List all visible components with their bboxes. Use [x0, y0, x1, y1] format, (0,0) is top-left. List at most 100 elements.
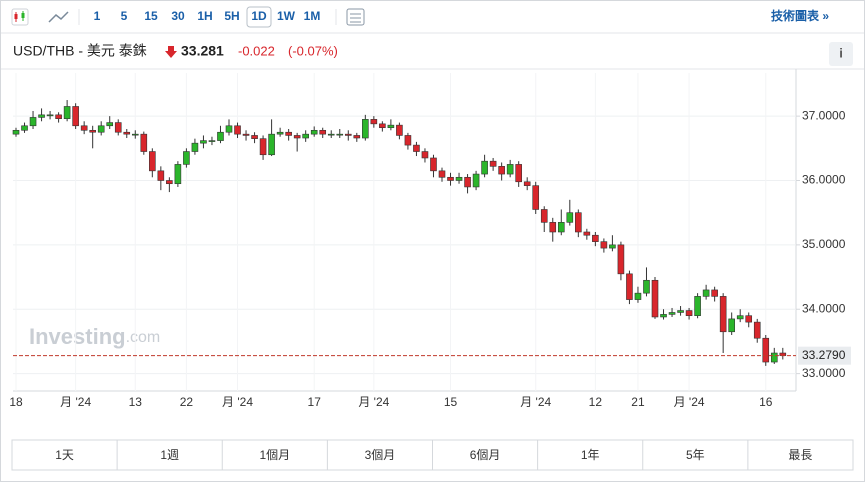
x-tick-label: 22	[180, 395, 194, 409]
candle-body	[609, 244, 616, 249]
candle-body	[55, 114, 62, 120]
range-button[interactable]: 1天	[55, 448, 74, 462]
interval-button[interactable]: 1H	[197, 9, 212, 23]
candle-body	[745, 315, 753, 323]
candle-body	[234, 125, 241, 135]
candle-body	[481, 160, 488, 175]
range-button[interactable]: 3個月	[365, 448, 396, 462]
candle-body	[506, 164, 514, 175]
candle-body	[396, 124, 403, 136]
price: 33.281	[181, 43, 224, 59]
candle-body	[89, 129, 96, 133]
range-button[interactable]: 最長	[788, 448, 812, 462]
info-button[interactable]	[829, 42, 853, 66]
interval-button[interactable]: 30	[171, 9, 185, 23]
interval-button[interactable]: 15	[144, 9, 158, 23]
x-tick-label: 月 '24	[358, 395, 389, 409]
down-arrow	[165, 46, 177, 58]
y-tick-label: 36.0000	[802, 173, 846, 187]
range-button[interactable]: 6個月	[470, 448, 501, 462]
candle-body	[183, 151, 190, 165]
interval-button[interactable]: 5H	[224, 9, 239, 23]
candle-body	[327, 133, 335, 136]
candle-body	[80, 125, 88, 131]
table-icon[interactable]	[346, 8, 365, 26]
change-pct: (-0.07%)	[288, 43, 338, 58]
candle-body	[131, 133, 139, 136]
candle-body	[472, 173, 480, 188]
icon-frame	[346, 8, 365, 26]
x-tick-label: 16	[759, 395, 773, 409]
candle-body	[97, 125, 105, 133]
watermark-brand: Investing	[29, 324, 126, 349]
candle-body	[668, 312, 676, 315]
candle-icon[interactable]	[11, 8, 29, 26]
interval-button[interactable]: 1M	[304, 9, 321, 23]
candle-body	[583, 231, 591, 236]
candle-body	[251, 135, 258, 139]
y-tick-label: 34.0000	[802, 301, 846, 315]
candle-body	[498, 166, 505, 175]
candle-body	[438, 170, 446, 178]
candle-body	[174, 164, 182, 185]
candle-body	[217, 131, 224, 141]
x-tick-label: 月 '24	[674, 395, 705, 409]
candle-body	[157, 170, 165, 181]
candle-body	[362, 119, 369, 139]
candle-body	[29, 117, 37, 127]
range-button[interactable]: 1個月	[259, 448, 290, 462]
candle-body	[413, 144, 420, 152]
candle-body	[370, 119, 378, 125]
interval-button[interactable]: 5	[121, 9, 128, 23]
candle-body	[523, 181, 531, 186]
candle-body	[549, 222, 557, 233]
candle-body	[404, 135, 412, 146]
candle-body	[592, 234, 599, 242]
range-button[interactable]: 1週	[160, 448, 179, 462]
candle-body	[489, 160, 497, 167]
x-tick-label: 21	[631, 395, 645, 409]
candle-body	[575, 212, 582, 233]
range-button[interactable]: 1年	[581, 448, 600, 462]
candle-body	[430, 157, 437, 172]
candle-body	[149, 151, 156, 172]
tech-chart-link[interactable]: 技術圖表 »	[771, 8, 829, 23]
candle-body	[293, 135, 301, 139]
candle-body	[600, 241, 608, 249]
candle-body	[344, 133, 352, 136]
interval-button[interactable]: 1D	[251, 9, 267, 23]
x-tick-label: 月 '24	[60, 395, 91, 409]
candle-body	[276, 131, 284, 135]
candle-body	[447, 176, 454, 181]
candle-body	[12, 129, 20, 135]
area-icon[interactable]	[48, 11, 69, 23]
range-button[interactable]: 5年	[686, 448, 705, 462]
candle-body	[540, 209, 548, 223]
y-tick-label: 37.0000	[802, 108, 846, 122]
candle-body	[191, 142, 199, 152]
y-tick-label: 35.0000	[802, 237, 846, 251]
candle-body	[166, 180, 173, 185]
candle-body	[200, 140, 207, 144]
candle-body	[677, 310, 684, 313]
interval-button[interactable]: 1	[94, 9, 101, 23]
candle-body	[685, 310, 693, 316]
candle-body	[626, 273, 633, 300]
candle-body	[285, 131, 292, 136]
symbol: USD/THB - 美元 泰銖	[13, 43, 147, 59]
candle-body	[566, 212, 574, 223]
candle-body	[464, 176, 471, 188]
candle-body	[455, 176, 463, 181]
x-tick-label: 12	[589, 395, 603, 409]
interval-button[interactable]: 1W	[277, 9, 296, 23]
candle-body	[719, 296, 727, 333]
x-tick-label: 月 '24	[520, 395, 551, 409]
candle-body	[643, 279, 650, 294]
icon-body	[21, 13, 25, 18]
watermark-suffix: .com	[126, 329, 161, 346]
interval-selected	[246, 6, 272, 28]
candle-body	[557, 222, 565, 233]
change: -0.022	[238, 43, 275, 58]
